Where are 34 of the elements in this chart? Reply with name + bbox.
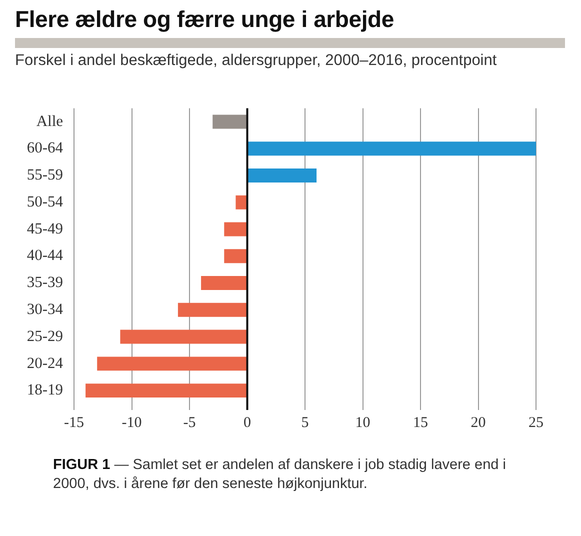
bar	[248, 142, 536, 156]
y-tick-label: 45-49	[26, 220, 64, 238]
y-tick-label: 30-34	[26, 300, 64, 318]
bar	[86, 384, 247, 398]
y-tick-label: 55-59	[26, 166, 64, 184]
x-tick-label: 10	[355, 414, 370, 431]
x-tick-label: -5	[183, 414, 196, 431]
bar	[248, 168, 317, 182]
y-tick-label: 20-24	[26, 354, 64, 372]
text: FIGUR 1 — Samlet set er andelen af danskere i job stadig lavere end i 2000, dvs. i årene før den seneste højkonjunktur.	[53, 456, 507, 494]
x-tick-label: 0	[244, 414, 251, 431]
bar	[178, 302, 247, 317]
bar	[212, 114, 247, 129]
chart-subtitle: Forskel i andel beskæftigede, aldersgrupper, 2000–2016, procentpoint	[15, 52, 497, 70]
y-tick-label: Alle	[36, 112, 64, 130]
x-tick-label: -10	[122, 414, 142, 431]
y-tick-label: 40-44	[26, 247, 64, 264]
bar	[97, 356, 247, 371]
bar	[236, 195, 247, 210]
bar	[224, 249, 247, 264]
x-tick-label: 20	[470, 414, 486, 431]
x-tick-label: 25	[528, 414, 544, 431]
y-tick-label: 35-39	[26, 274, 64, 292]
x-tick-label: 5	[301, 414, 309, 431]
y-tick-label: 60-64	[26, 140, 64, 157]
chart-title: Flere ældre og færre unge i arbejde	[15, 6, 394, 33]
bar	[201, 276, 247, 290]
x-tick-label: -15	[64, 414, 84, 431]
bar	[120, 330, 247, 344]
bar	[224, 222, 247, 236]
y-tick-label: 50-54	[26, 193, 64, 210]
y-tick-label: 25-29	[26, 328, 64, 345]
y-tick-label: 18-19	[26, 382, 64, 399]
x-tick-label: 15	[413, 414, 428, 431]
